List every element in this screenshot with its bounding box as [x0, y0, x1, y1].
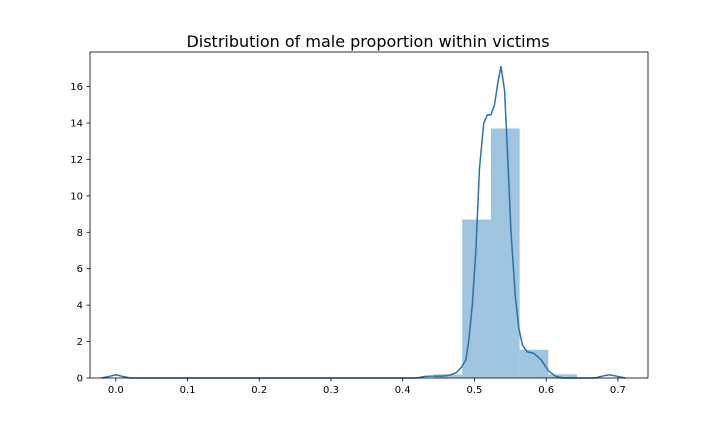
y-tick-label: 2 [77, 337, 83, 348]
x-tick-label: 0.4 [395, 385, 411, 396]
chart-title: Distribution of male proportion within v… [186, 32, 549, 51]
x-tick-label: 0.2 [251, 385, 267, 396]
axes: 0.0 0.1 0.2 0.3 0.4 0.5 0.6 0.7 0 2 4 6 8 10 12 14 16 [70, 51, 649, 396]
x-tick-label: 0.6 [538, 385, 554, 396]
x-tick-label: 0.0 [108, 385, 124, 396]
histogram-bar-2 [490, 128, 520, 378]
kde-layer [101, 65, 626, 379]
y-tick-label: 12 [70, 155, 83, 166]
x-tick-label: 0.7 [610, 385, 626, 396]
kde-line [101, 65, 626, 379]
y-tick-label: 0 [77, 374, 83, 385]
y-tick-label: 6 [77, 264, 83, 275]
y-tick-label: 4 [77, 301, 83, 312]
y-tick-label: 14 [70, 119, 83, 130]
x-tick-label: 0.5 [466, 385, 482, 396]
x-tick-label: 0.1 [180, 385, 196, 396]
plot-frame [89, 51, 649, 379]
y-tick-label: 16 [70, 82, 83, 93]
y-tick-label: 10 [70, 191, 83, 202]
histogram-bar-4 [548, 374, 577, 378]
x-tick-label: 0.3 [323, 385, 339, 396]
y-tick-label: 8 [77, 228, 83, 239]
bars-layer [433, 128, 577, 378]
